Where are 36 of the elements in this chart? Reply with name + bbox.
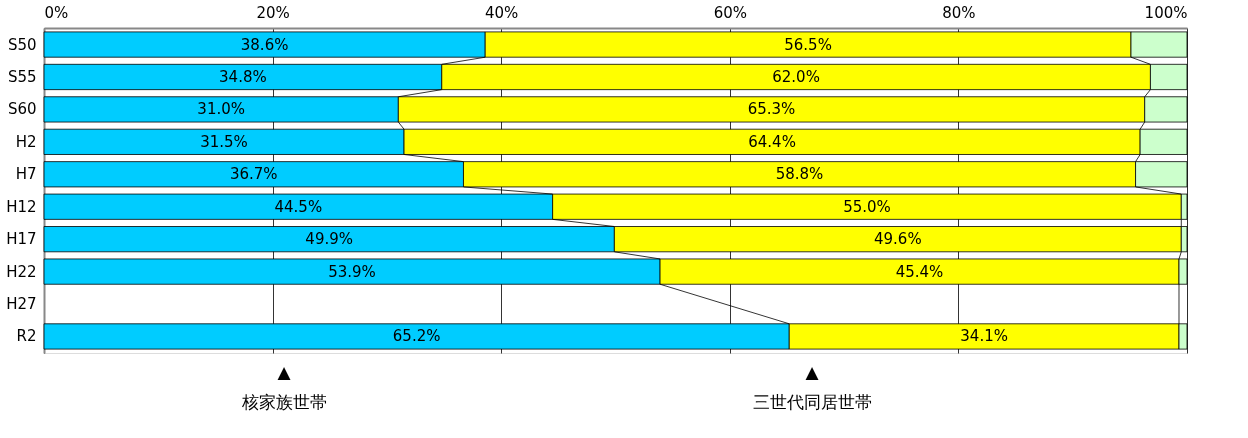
data-label: 45.4% <box>895 262 944 281</box>
y-tick-label: S55 <box>7 67 37 86</box>
y-tick-label: R2 <box>16 327 37 346</box>
y-tick-label: S60 <box>7 100 37 119</box>
y-tick-label: H27 <box>6 295 37 314</box>
x-tick-label: 100% <box>1144 3 1188 22</box>
data-label: 31.0% <box>197 100 245 119</box>
y-tick-label: S50 <box>7 35 37 54</box>
data-label: 38.6% <box>240 35 289 54</box>
data-label: 53.9% <box>328 262 376 281</box>
text: ▲ 三世代同居世帯 <box>752 362 872 412</box>
data-label: 44.5% <box>274 197 323 216</box>
data-label: 36.7% <box>229 165 278 184</box>
data-label: 56.5% <box>784 35 832 54</box>
x-tick-label: 20% <box>256 3 290 22</box>
data-label: 62.0% <box>772 67 820 86</box>
y-tick-label: H22 <box>6 262 37 281</box>
text: ▲ 核家族世帯 <box>240 362 327 412</box>
y-tick-label: H7 <box>15 165 37 184</box>
data-label: 64.4% <box>748 132 796 151</box>
data-label: 65.3% <box>747 100 796 119</box>
data-label: 58.8% <box>775 165 824 184</box>
x-tick-label: 80% <box>942 3 976 22</box>
data-label: 49.6% <box>873 230 922 249</box>
y-tick-label: H12 <box>6 197 37 216</box>
data-label: 55.0% <box>843 197 891 216</box>
x-tick-label: 60% <box>713 3 747 22</box>
data-label: 34.1% <box>960 327 1008 346</box>
data-label: 31.5% <box>200 132 248 151</box>
y-tick-label: H17 <box>6 230 37 249</box>
data-label: 34.8% <box>219 67 267 86</box>
x-tick-label: 0% <box>44 3 69 22</box>
data-label: 49.9% <box>305 230 354 249</box>
data-label: 65.2% <box>392 327 441 346</box>
x-tick-label: 40% <box>485 3 519 22</box>
y-tick-label: H2 <box>15 132 37 151</box>
